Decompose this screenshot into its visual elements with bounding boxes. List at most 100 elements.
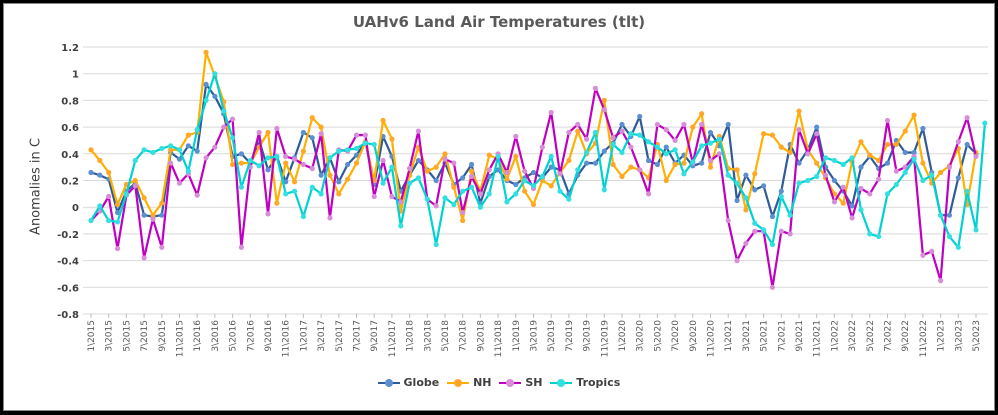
data-point-sh xyxy=(929,248,935,254)
data-point-tropics xyxy=(601,187,607,193)
data-point-tropics xyxy=(345,147,351,153)
legend: Globe NH SH Tropics xyxy=(4,376,994,389)
data-point-nh xyxy=(814,160,820,166)
x-tick-label: 1\2018 xyxy=(406,320,416,352)
data-point-sh xyxy=(778,228,784,234)
x-tick-label: 9\2019 xyxy=(583,320,593,352)
data-point-tropics xyxy=(238,184,245,190)
data-point-tropics xyxy=(982,120,988,126)
data-point-tropics xyxy=(371,141,377,148)
data-point-sh xyxy=(964,115,970,121)
data-point-sh xyxy=(849,215,855,221)
data-point-globe xyxy=(619,121,625,128)
data-point-nh xyxy=(522,188,528,194)
x-tick-label: 11\2021 xyxy=(813,320,823,357)
data-point-sh xyxy=(114,245,121,252)
data-point-tropics xyxy=(168,143,174,149)
data-point-nh xyxy=(300,148,306,154)
data-point-globe xyxy=(778,188,784,194)
data-point-nh xyxy=(159,200,165,206)
data-point-globe xyxy=(734,197,740,204)
data-point-nh xyxy=(796,108,802,114)
data-point-sh xyxy=(132,183,138,189)
data-point-tropics xyxy=(504,199,510,205)
data-point-tropics xyxy=(194,127,200,133)
data-point-sh xyxy=(380,157,386,164)
data-point-nh xyxy=(761,131,767,137)
data-point-sh xyxy=(884,117,891,124)
data-point-nh xyxy=(778,144,784,150)
data-point-globe xyxy=(194,148,200,154)
y-tick-label: 1 xyxy=(72,70,79,81)
data-point-nh xyxy=(752,171,758,177)
legend-label: SH xyxy=(521,376,543,389)
y-tick-label: -0.2 xyxy=(57,230,79,241)
data-point-sh xyxy=(548,109,554,116)
data-point-sh xyxy=(601,107,607,113)
data-point-tropics xyxy=(805,177,811,184)
data-point-globe xyxy=(212,93,218,99)
data-point-sh xyxy=(398,199,404,205)
data-point-tropics xyxy=(716,136,722,142)
data-point-tropics xyxy=(380,180,386,186)
data-point-tropics xyxy=(672,147,678,153)
data-point-globe xyxy=(946,212,953,218)
data-point-sh xyxy=(486,167,492,173)
data-point-sh xyxy=(840,184,846,190)
data-point-tropics xyxy=(283,191,289,197)
data-point-sh xyxy=(725,217,731,224)
x-tick-label: 5\2020 xyxy=(653,320,663,352)
data-point-globe xyxy=(309,135,315,141)
data-point-nh xyxy=(911,112,917,118)
data-point-sh xyxy=(168,160,174,166)
data-point-sh xyxy=(822,172,829,178)
data-point-tropics xyxy=(230,135,236,141)
data-point-tropics xyxy=(858,207,864,213)
data-point-sh xyxy=(477,191,483,197)
data-point-sh xyxy=(752,228,758,234)
data-point-tropics xyxy=(336,148,342,154)
data-point-globe xyxy=(97,172,103,178)
data-point-tropics xyxy=(460,188,466,194)
data-point-tropics xyxy=(566,196,572,202)
data-point-sh xyxy=(699,121,705,128)
data-point-nh xyxy=(336,191,342,197)
data-point-tropics xyxy=(424,196,430,202)
x-tick-label: 5\2017 xyxy=(335,320,345,352)
data-point-sh xyxy=(433,203,439,209)
data-point-tropics xyxy=(247,157,253,164)
data-point-globe xyxy=(592,160,599,166)
series-tropics xyxy=(88,71,988,250)
data-point-nh xyxy=(619,173,625,180)
x-tick-label: 11\2015 xyxy=(176,320,186,357)
data-point-tropics xyxy=(911,156,917,162)
y-tick-label: 0.2 xyxy=(61,177,79,188)
x-tick-label: 9\2015 xyxy=(158,320,168,352)
data-point-sh xyxy=(353,132,360,138)
data-point-nh xyxy=(548,183,554,189)
data-point-tropics xyxy=(734,180,740,186)
data-point-tropics xyxy=(831,157,838,164)
data-point-tropics xyxy=(274,153,280,160)
data-point-sh xyxy=(106,193,112,200)
y-tick-label: 1.2 xyxy=(61,43,79,54)
data-point-tropics xyxy=(203,97,209,103)
x-tick-label: 1\2020 xyxy=(618,320,628,352)
data-point-sh xyxy=(212,144,218,150)
data-point-tropics xyxy=(132,157,138,164)
y-tick-label: 0.8 xyxy=(61,96,79,107)
data-point-nh xyxy=(141,195,147,201)
data-point-sh xyxy=(504,169,510,176)
data-point-nh xyxy=(530,201,537,208)
data-point-tropics xyxy=(663,151,669,157)
data-point-sh xyxy=(460,209,466,216)
data-point-tropics xyxy=(309,184,315,190)
x-tick-label: 3\2018 xyxy=(423,320,433,352)
x-tick-label: 7\2017 xyxy=(353,320,363,352)
x-tick-label: 5\2015 xyxy=(122,320,132,352)
data-point-sh xyxy=(610,135,616,141)
data-point-tropics xyxy=(725,172,731,178)
data-point-tropics xyxy=(106,217,112,224)
x-tick-label: 3\2016 xyxy=(211,320,221,352)
data-point-tropics xyxy=(318,191,324,197)
